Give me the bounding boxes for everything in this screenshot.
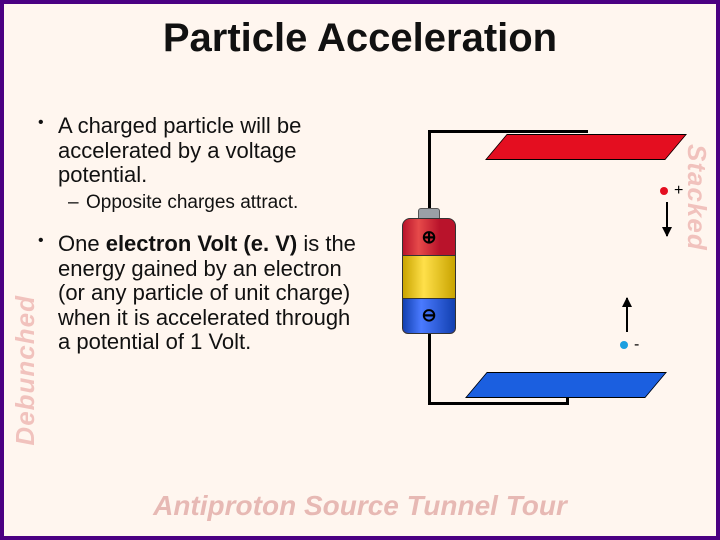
wire — [428, 130, 588, 133]
battery-minus: ⊖ — [403, 305, 455, 326]
top-plate — [485, 134, 687, 160]
bottom-plate — [465, 372, 667, 398]
battery-body: ⊕ ⊖ — [402, 218, 456, 334]
bullet-2: • One electron Volt (e. V) is the energy… — [38, 232, 368, 355]
neg-label: - — [634, 336, 639, 353]
wire — [428, 334, 431, 404]
pos-dot-icon — [660, 187, 668, 195]
battery-mid — [403, 255, 455, 299]
bullet-2-prefix: One — [58, 231, 106, 256]
slide: Debunched Stacked Antiproton Source Tunn… — [0, 0, 720, 540]
negative-charge: - — [620, 336, 639, 354]
bullet-1-text: A charged particle will be accelerated b… — [58, 114, 368, 188]
arrow-down-icon — [666, 202, 668, 236]
positive-charge: + — [660, 182, 683, 200]
bullet-1-sub: – Opposite charges attract. — [68, 192, 368, 214]
decor-footer: Antiproton Source Tunnel Tour — [4, 490, 716, 522]
pos-label: + — [674, 182, 683, 199]
arrow-up-icon — [626, 298, 628, 332]
bullet-2-strong: electron Volt (e. V) — [106, 231, 298, 256]
bullet-marker: • — [38, 232, 58, 355]
battery-plus: ⊕ — [403, 227, 455, 248]
bullet-1-sub-text: Opposite charges attract. — [86, 192, 368, 214]
bullet-2-text: One electron Volt (e. V) is the energy g… — [58, 232, 368, 355]
sub-marker: – — [68, 192, 86, 214]
slide-title: Particle Acceleration — [4, 16, 716, 61]
bullet-1: • A charged particle will be accelerated… — [38, 114, 368, 188]
body-text: • A charged particle will be accelerated… — [38, 114, 368, 359]
battery-icon: ⊕ ⊖ — [402, 218, 456, 334]
bullet-marker: • — [38, 114, 58, 188]
circuit-diagram: ⊕ ⊖ + - — [384, 112, 694, 442]
wire — [428, 130, 431, 210]
neg-dot-icon — [620, 341, 628, 349]
wire — [428, 402, 568, 405]
decor-side-left: Debunched — [10, 295, 41, 446]
